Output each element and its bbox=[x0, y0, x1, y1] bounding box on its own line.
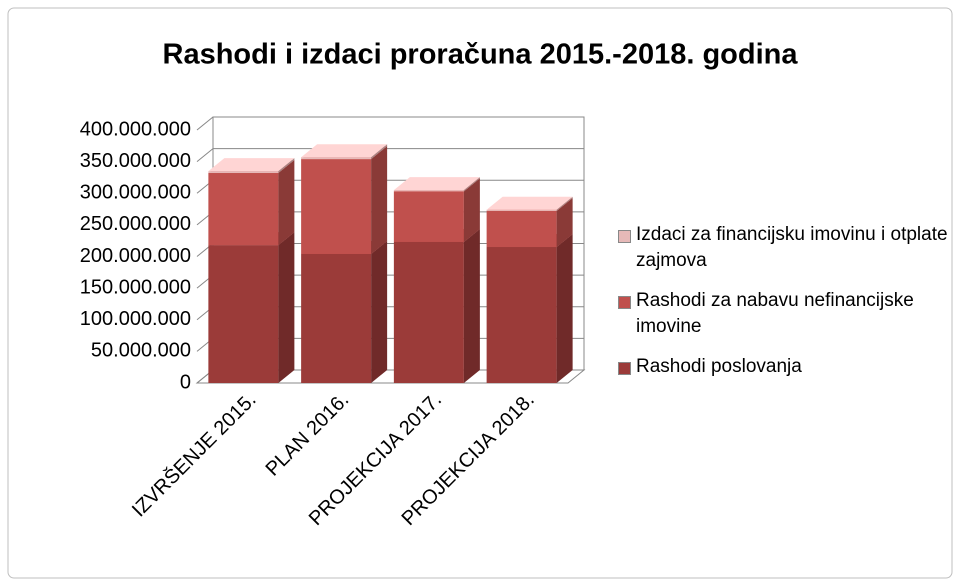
legend-swatch bbox=[618, 362, 631, 375]
bar-side bbox=[278, 160, 295, 246]
bar-side bbox=[556, 197, 573, 248]
bar-top bbox=[393, 177, 480, 191]
bar-segment bbox=[208, 245, 279, 383]
legend-label: Rashodi poslovanja bbox=[636, 356, 802, 377]
bar-segment bbox=[301, 159, 372, 254]
bar-side bbox=[278, 158, 295, 174]
bar-side bbox=[556, 196, 573, 211]
bar-side bbox=[463, 178, 480, 242]
legend: Izdaci za financijsku imovinu i otplate … bbox=[618, 222, 953, 394]
y-tick-label: 150.000.000 bbox=[80, 276, 191, 298]
bar-segment bbox=[301, 253, 372, 383]
legend-label: Izdaci za financijsku imovinu i otplate … bbox=[636, 224, 948, 271]
legend-swatch bbox=[618, 296, 631, 309]
bar-segment bbox=[393, 241, 464, 383]
bar-side bbox=[463, 177, 480, 192]
y-tick-label: 250.000.000 bbox=[80, 213, 191, 235]
y-tick-label: 350.000.000 bbox=[80, 150, 191, 172]
y-tick-label: 400.000.000 bbox=[80, 118, 191, 140]
bar-segment bbox=[208, 171, 279, 174]
y-tick-label: 50.000.000 bbox=[91, 340, 191, 362]
bar-side bbox=[371, 144, 388, 160]
bar-side bbox=[278, 232, 295, 383]
legend-swatch bbox=[618, 230, 631, 243]
y-tick-label: 0 bbox=[180, 371, 191, 393]
y-tick-label: 100.000.000 bbox=[80, 308, 191, 330]
grid-line bbox=[196, 116, 584, 131]
legend-item: Rashodi poslovanja bbox=[618, 354, 953, 380]
y-tick-label: 200.000.000 bbox=[80, 245, 191, 267]
bar-side bbox=[556, 234, 573, 383]
bar-top bbox=[208, 158, 295, 172]
bar-top bbox=[486, 196, 573, 210]
grid-line bbox=[196, 148, 584, 163]
bar-segment bbox=[486, 209, 557, 211]
bar-side bbox=[371, 240, 388, 383]
bar-segment bbox=[486, 210, 557, 248]
bar-side bbox=[371, 146, 388, 254]
legend-item: Izdaci za financijsku imovinu i otplate … bbox=[618, 222, 953, 274]
bar-segment bbox=[486, 247, 557, 383]
chart-title: Rashodi i izdaci proračuna 2015.-2018. g… bbox=[163, 39, 799, 71]
legend-label: Rashodi za nabavu nefinancijske imovine bbox=[636, 290, 914, 337]
bar-top bbox=[301, 144, 388, 158]
bar-segment bbox=[208, 173, 279, 246]
bar-segment bbox=[393, 191, 464, 242]
legend-item: Rashodi za nabavu nefinancijske imovine bbox=[618, 288, 953, 340]
bar-segment bbox=[301, 157, 372, 160]
bar-side bbox=[463, 228, 480, 383]
bar-segment bbox=[393, 190, 464, 192]
y-tick-label: 300.000.000 bbox=[80, 182, 191, 204]
